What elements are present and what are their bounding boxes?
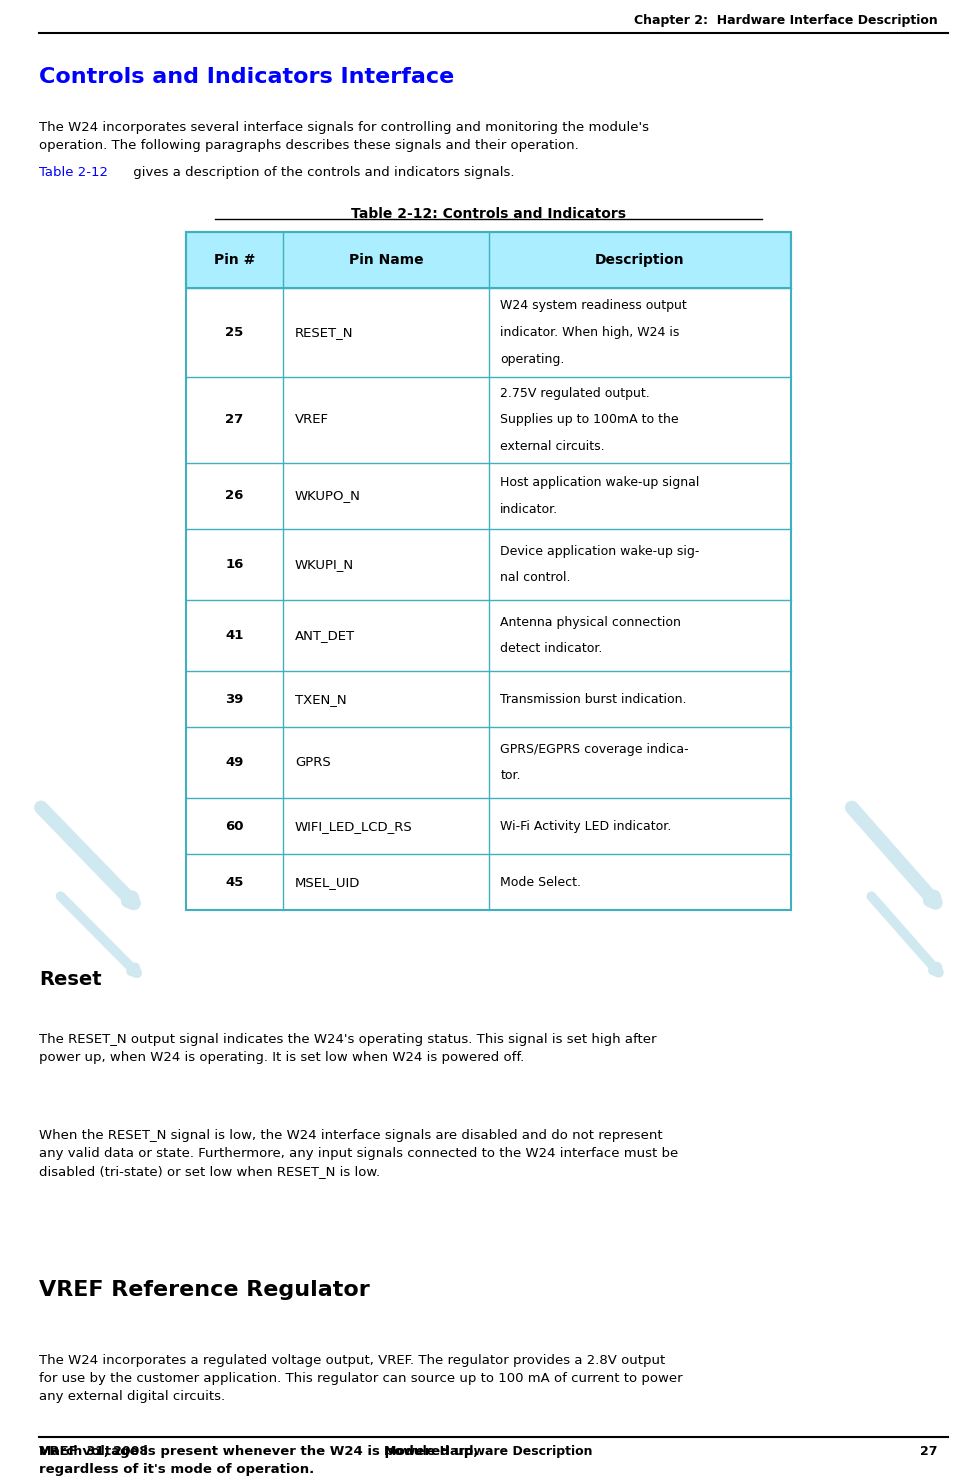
- Text: gives a description of the controls and indicators signals.: gives a description of the controls and …: [129, 166, 515, 179]
- Text: Pin #: Pin #: [214, 253, 255, 268]
- Text: WKUPI_N: WKUPI_N: [295, 559, 355, 571]
- Text: operating.: operating.: [500, 353, 565, 365]
- Text: 60: 60: [226, 820, 243, 832]
- Text: Description: Description: [595, 253, 685, 268]
- Text: VREF Reference Regulator: VREF Reference Regulator: [39, 1280, 370, 1301]
- Text: Table 2-12: Table 2-12: [39, 166, 108, 179]
- Text: 16: 16: [226, 559, 243, 571]
- Text: Reset: Reset: [39, 970, 102, 989]
- Text: Controls and Indicators Interface: Controls and Indicators Interface: [39, 67, 454, 87]
- Text: indicator.: indicator.: [500, 503, 558, 516]
- Text: WIFI_LED_LCD_RS: WIFI_LED_LCD_RS: [295, 820, 413, 832]
- Text: 39: 39: [226, 693, 243, 705]
- Text: WKUPO_N: WKUPO_N: [295, 489, 361, 503]
- Text: Module Hardware Description: Module Hardware Description: [384, 1445, 593, 1459]
- Text: 27: 27: [226, 414, 243, 426]
- Text: The W24 incorporates several interface signals for controlling and monitoring th: The W24 incorporates several interface s…: [39, 121, 649, 152]
- Text: 45: 45: [226, 876, 243, 888]
- Text: Mode Select.: Mode Select.: [500, 876, 581, 888]
- Text: Supplies up to 100mA to the: Supplies up to 100mA to the: [500, 414, 679, 426]
- Text: The W24 incorporates a regulated voltage output, VREF. The regulator provides a : The W24 incorporates a regulated voltage…: [39, 1354, 683, 1403]
- Text: 2.75V regulated output.: 2.75V regulated output.: [500, 387, 650, 399]
- Text: VREF voltage is present whenever the W24 is powered up,
regardless of it's mode : VREF voltage is present whenever the W24…: [39, 1445, 479, 1477]
- Text: 41: 41: [226, 630, 243, 641]
- Text: 25: 25: [226, 327, 243, 338]
- Bar: [186, 232, 791, 910]
- Bar: [186, 232, 791, 288]
- Text: March 31, 2008: March 31, 2008: [39, 1445, 149, 1459]
- Text: Chapter 2:  Hardware Interface Description: Chapter 2: Hardware Interface Descriptio…: [634, 13, 938, 27]
- Text: Wi-Fi Activity LED indicator.: Wi-Fi Activity LED indicator.: [500, 820, 671, 832]
- Text: indicator. When high, W24 is: indicator. When high, W24 is: [500, 327, 680, 338]
- Text: Host application wake-up signal: Host application wake-up signal: [500, 476, 700, 489]
- Text: W24 system readiness output: W24 system readiness output: [500, 300, 687, 312]
- Text: GPRS/EGPRS coverage indica-: GPRS/EGPRS coverage indica-: [500, 743, 689, 755]
- Text: 27: 27: [920, 1445, 938, 1459]
- Text: external circuits.: external circuits.: [500, 440, 605, 452]
- Text: TXEN_N: TXEN_N: [295, 693, 347, 705]
- Text: 49: 49: [226, 757, 243, 769]
- Text: When the RESET_N signal is low, the W24 interface signals are disabled and do no: When the RESET_N signal is low, the W24 …: [39, 1129, 678, 1178]
- Text: MSEL_UID: MSEL_UID: [295, 876, 361, 888]
- Text: Pin Name: Pin Name: [349, 253, 423, 268]
- Text: Antenna physical connection: Antenna physical connection: [500, 616, 681, 628]
- Text: The RESET_N output signal indicates the W24's operating status. This signal is s: The RESET_N output signal indicates the …: [39, 1033, 657, 1064]
- Text: nal control.: nal control.: [500, 572, 571, 584]
- Text: 26: 26: [226, 489, 243, 503]
- Text: RESET_N: RESET_N: [295, 327, 354, 338]
- Text: detect indicator.: detect indicator.: [500, 643, 603, 655]
- Text: Device application wake-up sig-: Device application wake-up sig-: [500, 545, 700, 557]
- Text: GPRS: GPRS: [295, 757, 331, 769]
- Text: ANT_DET: ANT_DET: [295, 630, 356, 641]
- Text: Transmission burst indication.: Transmission burst indication.: [500, 693, 687, 705]
- Text: VREF: VREF: [295, 414, 329, 426]
- Text: Table 2-12: Controls and Indicators: Table 2-12: Controls and Indicators: [351, 207, 626, 220]
- Text: tor.: tor.: [500, 770, 521, 782]
